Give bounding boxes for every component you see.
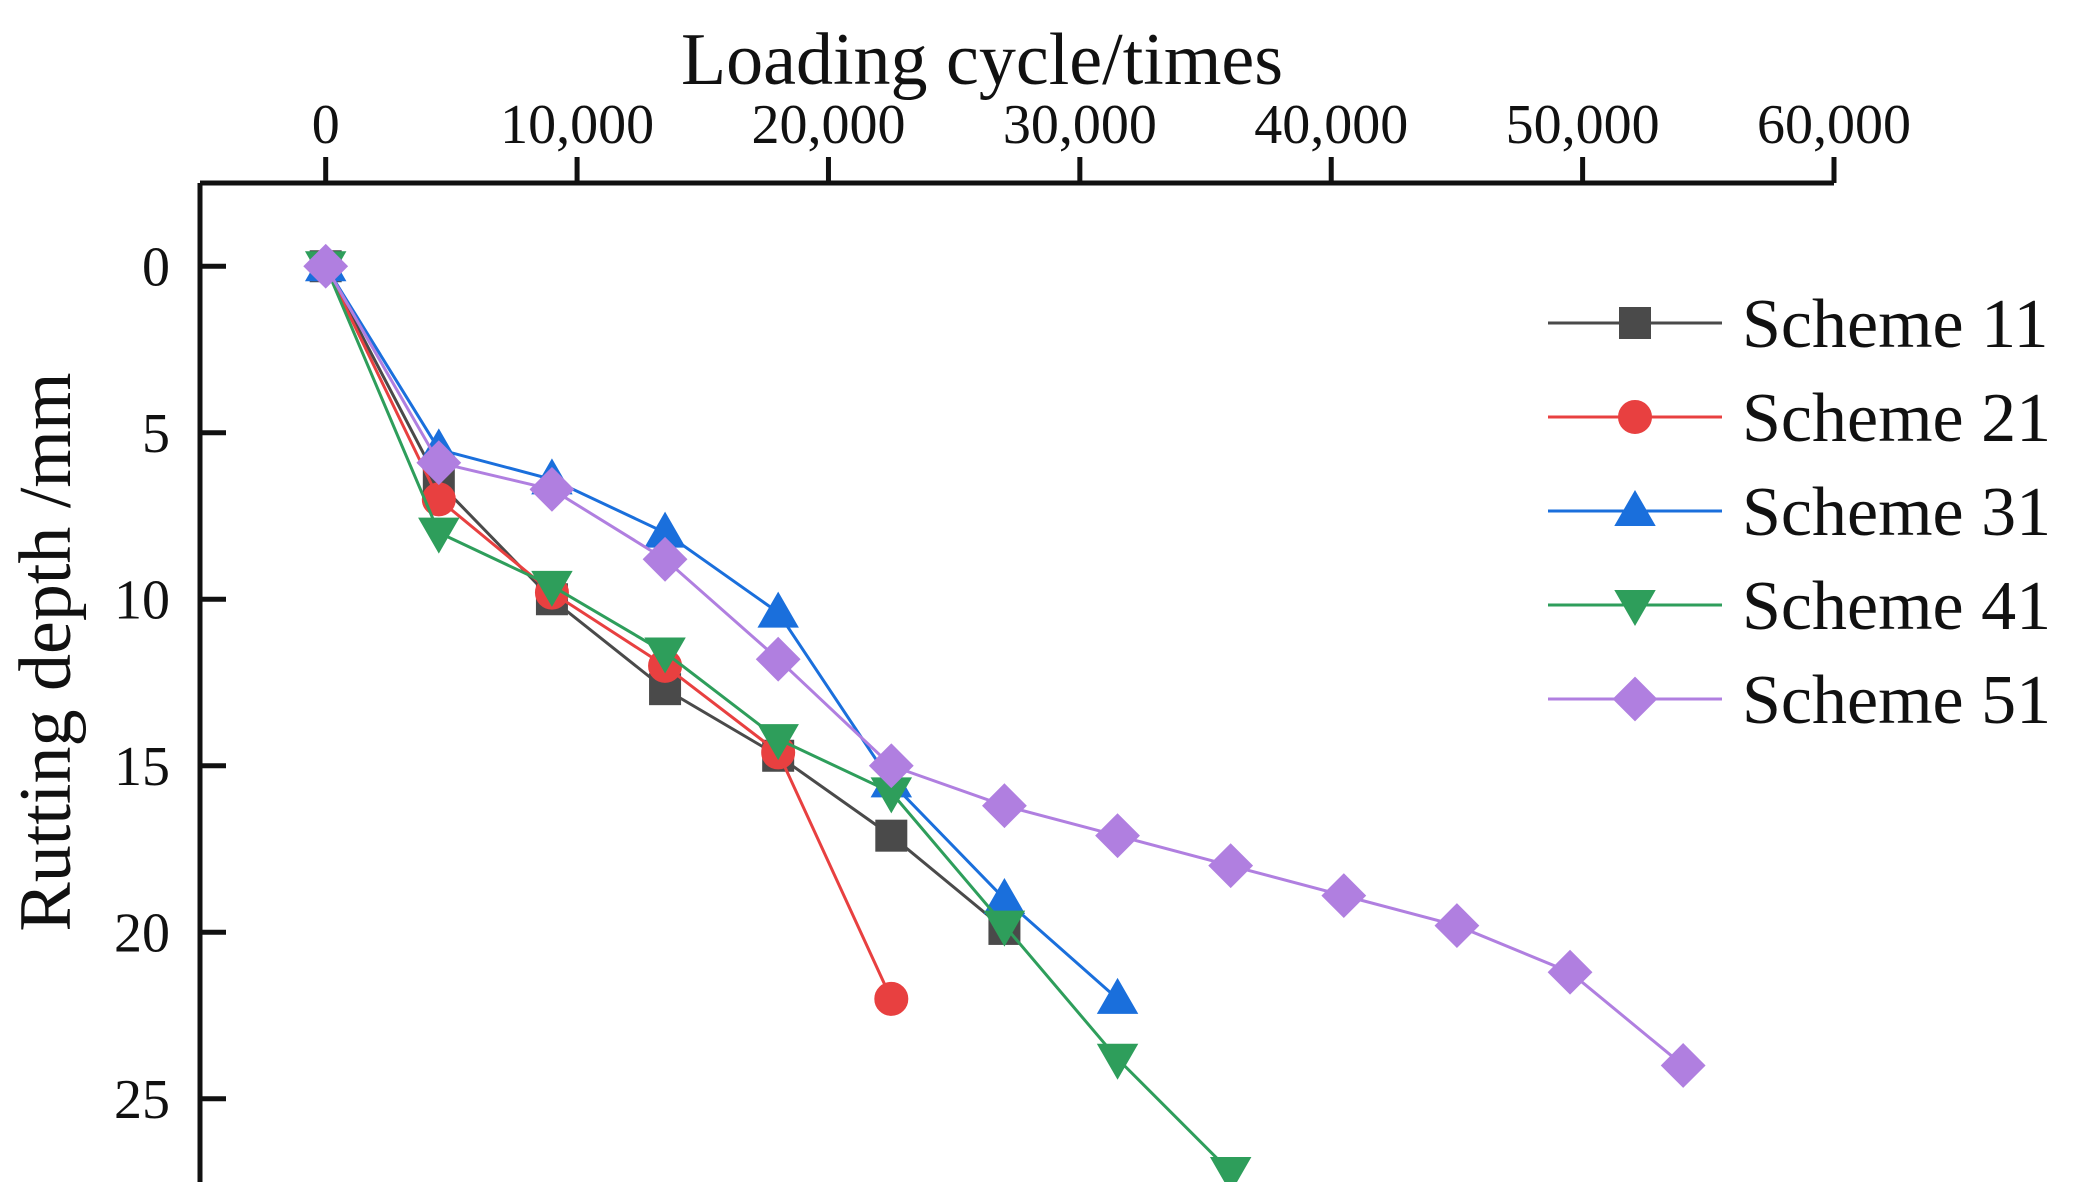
legend-marker [1614,489,1656,526]
legend-item: Scheme 31 [1548,474,2051,551]
legend-item: Scheme 41 [1548,568,2051,645]
data-point [1434,903,1480,949]
data-point [644,637,686,674]
legend-marker [1619,307,1651,339]
legend-item: Scheme 51 [1548,662,2051,739]
x-tick-label: 20,000 [751,94,905,156]
data-point [1209,1157,1252,1182]
legend: Scheme 11 Scheme 21 Scheme 31 Scheme 41 Sche… [1548,286,2051,739]
data-point [1095,813,1140,859]
legend-label: Scheme 41 [1742,568,2051,645]
series-line [324,265,1232,1174]
series-scheme-11 [309,250,1021,945]
x-tick-label: 30,000 [1003,94,1157,156]
x-axis-ticks: 0 10,000 20,000 30,000 40,000 50,000 60,000 [312,94,1911,183]
series-scheme-41 [304,251,1252,1182]
y-axis-ticks: 0 5 10 15 20 25 [114,236,226,1131]
data-point [1547,949,1593,995]
data-point [531,570,573,607]
y-tick-label: 20 [114,902,170,964]
x-tick-label: 60,000 [1757,94,1911,156]
data-point [755,636,801,682]
x-tick-label: 0 [312,94,340,156]
legend-label: Scheme 51 [1742,662,2051,739]
series-scheme-31 [304,245,1139,1014]
data-point [874,981,909,1016]
legend-marker [1612,676,1658,722]
data-point [418,517,460,554]
series-scheme-51 [303,243,1706,1088]
data-point [1208,843,1254,889]
series-line [324,265,1119,1000]
data-point [421,482,456,517]
data-point [416,440,462,486]
x-tick-label: 40,000 [1254,94,1408,156]
y-tick-label: 5 [142,403,170,465]
data-point [982,783,1027,829]
data-point [868,743,914,789]
legend-item: Scheme 21 [1548,380,2051,457]
data-point [303,243,349,289]
x-axis-title: Loading cycle/times [681,19,1283,101]
legend-item: Scheme 11 [1548,286,2049,363]
legend-label: Scheme 11 [1742,286,2049,363]
data-point [1096,1043,1139,1080]
legend-marker [1618,400,1652,434]
data-point [757,591,799,628]
x-tick-label: 50,000 [1506,94,1660,156]
data-point [875,819,908,852]
y-tick-label: 0 [142,236,170,298]
y-tick-label: 15 [114,736,170,798]
y-tick-label: 25 [114,1069,170,1131]
data-point [642,536,688,582]
x-tick-label: 10,000 [500,94,654,156]
y-tick-label: 10 [114,569,170,631]
series-line [324,265,893,1000]
data-point [529,466,575,512]
data-point [1096,977,1139,1014]
legend-label: Scheme 31 [1742,474,2051,551]
data-point [757,724,799,761]
legend-marker [1614,590,1656,627]
series-scheme-21 [308,249,909,1016]
y-axis-title: Rutting depth /mm [5,372,87,931]
series-layer [303,243,1706,1182]
data-point [1660,1043,1706,1088]
data-point [983,910,1026,947]
data-point [1321,873,1367,919]
legend-label: Scheme 21 [1742,380,2051,457]
